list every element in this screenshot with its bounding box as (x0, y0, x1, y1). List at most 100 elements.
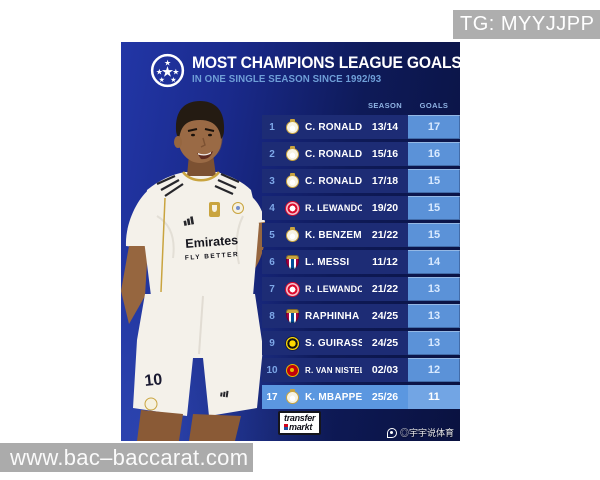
player-name: R. LEWANDOWSKI (305, 203, 362, 213)
row-goals: 15 (408, 169, 460, 193)
row-rank: 10 (266, 364, 278, 376)
table-rows: 1 C. RONALDO 13/14 17 2 C. RONALDO 15/16… (262, 115, 460, 409)
row-goals: 17 (408, 115, 460, 139)
champions-league-starball-icon: ★ ★ ★ ★ ★ ★ (150, 53, 185, 88)
svg-text:★: ★ (156, 67, 163, 76)
svg-text:★: ★ (164, 59, 171, 68)
row-rank: 2 (269, 148, 275, 160)
club-badge-wrap (282, 173, 302, 188)
club-badge-wrap (282, 146, 302, 161)
transfermarkt-line1: transfer (284, 413, 316, 423)
row-rank: 4 (269, 202, 275, 214)
table-row: 2 C. RONALDO 15/16 16 (262, 142, 460, 166)
svg-text:★: ★ (162, 65, 174, 79)
player-name: R. VAN NISTELROOY (305, 365, 362, 375)
row-rank: 17 (266, 391, 278, 403)
club-badge-icon (285, 227, 299, 242)
column-header-goals: GOALS (419, 100, 449, 110)
row-rank: 6 (269, 256, 275, 268)
trophy-patch (209, 202, 220, 217)
row-goals: 13 (408, 331, 460, 355)
row-goals: 12 (408, 358, 460, 382)
credit-text: ◎宇宇说体育 (399, 428, 454, 438)
svg-text:★: ★ (159, 76, 165, 84)
row-goals: 14 (408, 250, 460, 274)
jersey-sponsor-subtext: FLY BETTER (185, 251, 240, 262)
row-rank: 1 (269, 121, 275, 133)
table-row: 17 K. MBAPPÉ 25/26 11 (262, 385, 460, 409)
table-row: 8 RAPHINHA 24/25 13 (262, 304, 460, 328)
club-badge-wrap (282, 363, 302, 377)
club-badge-wrap (282, 389, 302, 404)
club-badge-icon (285, 309, 299, 323)
club-badge-icon (285, 119, 299, 134)
weibo-icon (386, 427, 397, 438)
club-badge-icon (285, 146, 299, 161)
row-rank: 5 (269, 229, 275, 241)
row-season: 15/16 (371, 148, 399, 160)
watermark-bottom-text: www.bac–baccarat.com (10, 444, 249, 470)
row-season: 02/03 (371, 364, 399, 376)
row-goals: 15 (408, 196, 460, 220)
svg-text:★: ★ (170, 76, 176, 84)
table-row: 9 S. GUIRASSY 24/25 13 (262, 331, 460, 355)
credit-watermark: ◎宇宇说体育 (386, 426, 454, 439)
row-goals: 13 (408, 304, 460, 328)
player-name: L. MESSI (305, 256, 350, 268)
row-goals: 13 (408, 277, 460, 301)
row-rank: 9 (269, 337, 275, 349)
club-badge-icon (285, 255, 299, 269)
ranking-table: SEASON GOALS 1 C. RONALDO 13/14 17 2 C. … (262, 99, 460, 412)
watermark-bottom: www.bac–baccarat.com (0, 443, 253, 472)
transfermarkt-mark-icon (284, 423, 288, 430)
row-goals: 16 (408, 142, 460, 166)
club-badge-icon (285, 389, 299, 404)
row-season: 19/20 (371, 202, 399, 214)
page-subtitle: IN ONE SINGLE SEASON SINCE 1992/93 (192, 73, 382, 85)
row-goals: 11 (408, 385, 460, 409)
infographic-card: ★ ★ ★ ★ ★ ★ MOST CHAMPIONS LEAGUE GOALS … (121, 42, 460, 441)
watermark-top: TG: MYYJJPP (453, 10, 600, 39)
player-name: K. MBAPPÉ (305, 391, 362, 403)
jersey-sponsor-text: Emirates (185, 233, 239, 251)
player-name: C. RONALDO (305, 121, 362, 133)
row-goals: 15 (408, 223, 460, 247)
column-header-season: SEASON (367, 100, 403, 110)
club-badge-wrap (282, 309, 302, 323)
player-name: C. RONALDO (305, 148, 362, 160)
row-season: 13/14 (371, 121, 399, 133)
club-badge-wrap (282, 336, 302, 350)
row-season: 24/25 (371, 337, 399, 349)
row-season: 25/26 (371, 391, 399, 403)
row-season: 17/18 (371, 175, 399, 187)
club-badge-wrap (282, 282, 302, 296)
row-rank: 8 (269, 310, 275, 322)
table-row: 7 R. LEWANDOWSKI 21/22 13 (262, 277, 460, 301)
watermark-top-text: TG: MYYJJPP (460, 13, 595, 35)
player-name: S. GUIRASSY (305, 337, 362, 349)
club-badge-icon (285, 363, 299, 377)
club-crest (232, 202, 244, 214)
table-row: 5 K. BENZEMA 21/22 15 (262, 223, 460, 247)
club-badge-icon (285, 173, 299, 188)
row-season: 21/22 (371, 229, 399, 241)
adidas-logo-icon (183, 216, 195, 226)
svg-text:★: ★ (172, 67, 179, 76)
page-title: MOST CHAMPIONS LEAGUE GOALS (192, 53, 460, 72)
table-row: 6 L. MESSI 11/12 14 (262, 250, 460, 274)
club-badge-icon (285, 336, 299, 350)
table-header: SEASON GOALS (262, 99, 460, 111)
transfermarkt-logo: transfer markt (278, 411, 322, 435)
club-badge-wrap (282, 227, 302, 242)
player-photo-mbappe: Emirates FLY BETTER 10 (121, 101, 266, 441)
table-row: 3 C. RONALDO 17/18 15 (262, 169, 460, 193)
player-name: C. RONALDO (305, 175, 362, 187)
club-badge-icon (285, 201, 299, 215)
player-name: K. BENZEMA (305, 229, 362, 241)
table-row: 4 R. LEWANDOWSKI 19/20 15 (262, 196, 460, 220)
row-rank: 7 (269, 283, 275, 295)
club-badge-wrap (282, 119, 302, 134)
table-row: 1 C. RONALDO 13/14 17 (262, 115, 460, 139)
transfermarkt-line2: markt (284, 422, 315, 432)
